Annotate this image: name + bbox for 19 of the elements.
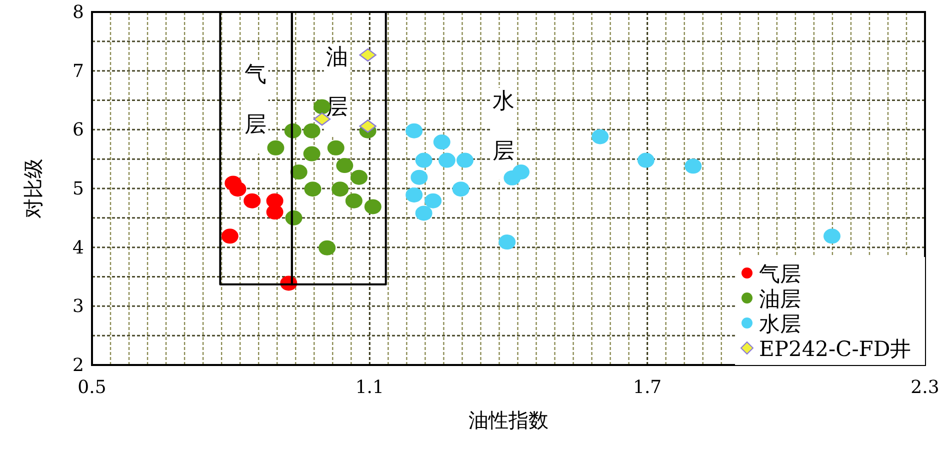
x-tick-label: 1.1: [355, 377, 384, 398]
x-axis-title: 油性指数: [468, 408, 548, 432]
legend-label: 油层: [759, 287, 801, 311]
annotation: 水层: [492, 88, 514, 164]
y-tick-label: 7: [72, 60, 84, 82]
y-tick-label: 2: [72, 355, 84, 376]
legend-label: EP242-C-FD井: [759, 337, 912, 361]
annotation: 气层: [244, 62, 266, 138]
x-tick-label: 2.3: [910, 377, 940, 398]
x-tick-label: 0.5: [78, 377, 106, 398]
x-tick-label: 1.7: [633, 377, 662, 398]
legend-label: 气层: [759, 262, 801, 286]
y-tick-label: 4: [72, 237, 84, 258]
legend-label: 水层: [759, 312, 801, 336]
y-tick-label: 5: [72, 178, 84, 200]
y-tick-label: 6: [72, 120, 84, 141]
y-tick-label: 3: [72, 296, 84, 318]
y-axis-title: 对比级: [21, 158, 45, 218]
y-tick-label: 8: [72, 2, 84, 23]
